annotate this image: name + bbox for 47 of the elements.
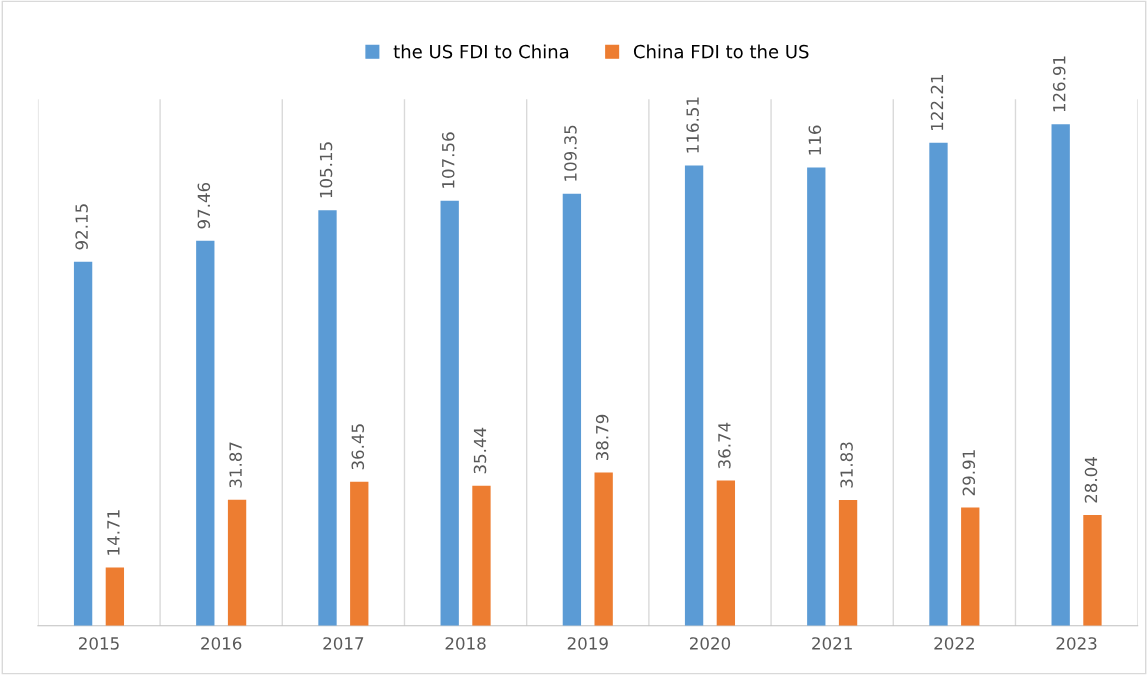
bar	[1083, 514, 1102, 626]
x-tick-label: 2016	[201, 637, 242, 650]
data-label: 97.46	[197, 182, 211, 229]
data-label: 29.91	[962, 450, 976, 496]
x-tick-label: 2017	[323, 637, 364, 650]
bar	[807, 167, 826, 626]
bar	[929, 142, 948, 626]
bar	[227, 499, 247, 626]
x-tick-label: 2015	[79, 637, 119, 650]
data-label: 36.45	[351, 424, 365, 470]
data-label: 36.74	[718, 422, 731, 469]
x-tick-label: 2020	[689, 637, 731, 650]
bar	[73, 261, 93, 626]
data-label: 116	[808, 125, 822, 155]
bar	[716, 480, 736, 626]
x-tick-label: 2019	[567, 637, 608, 650]
data-label: 28.04	[1084, 457, 1098, 503]
data-label: 35.44	[473, 427, 487, 474]
bar	[472, 485, 491, 626]
data-label: 14.71	[107, 510, 120, 555]
x-tick-label: 2022	[934, 637, 974, 650]
bar	[440, 200, 459, 626]
bar	[838, 499, 858, 626]
legend-label: China FDI to the US	[633, 44, 809, 59]
data-label: 109.35	[564, 125, 577, 181]
data-label: 126.91	[1052, 56, 1066, 112]
x-tick-label: 2023	[1056, 637, 1097, 650]
bar	[562, 193, 582, 626]
data-label: 31.83	[840, 442, 853, 488]
bar	[350, 481, 369, 626]
data-label: 107.56	[441, 132, 455, 188]
legend-label: the US FDI to China	[393, 44, 569, 59]
bar	[594, 472, 613, 626]
bar	[1051, 124, 1070, 626]
data-label: 116.51	[686, 97, 699, 153]
bar	[684, 165, 704, 626]
bar	[196, 240, 215, 626]
bar	[318, 210, 337, 626]
x-tick-label: 2021	[812, 637, 852, 650]
data-label: 105.15	[319, 142, 333, 198]
data-label: 122.21	[930, 74, 944, 130]
data-label: 38.79	[595, 414, 609, 461]
bar	[961, 507, 980, 626]
data-label: 31.87	[229, 442, 242, 488]
data-label: 92.15	[75, 204, 88, 250]
x-tick-label: 2018	[445, 637, 486, 650]
bar	[105, 567, 125, 626]
